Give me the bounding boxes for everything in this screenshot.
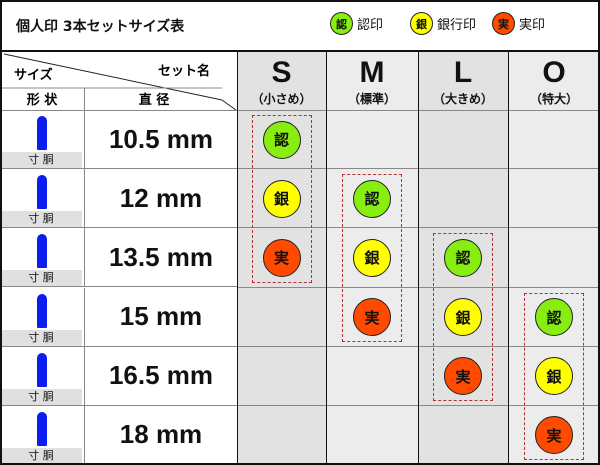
set-group-outline xyxy=(433,233,493,401)
stamp-実-icon: 実 xyxy=(444,357,482,396)
stamp-shape-icon xyxy=(37,175,47,210)
shape-label: 寸 胴 xyxy=(0,448,82,464)
stamp-実-icon: 実 xyxy=(353,298,391,337)
column-divider xyxy=(237,52,238,465)
set-column-bg xyxy=(508,52,600,465)
set-header-L: L （大きめ） xyxy=(418,52,508,110)
set-letter: M xyxy=(359,56,385,89)
legend-stamp-icon: 認 xyxy=(330,12,353,35)
set-group-outline xyxy=(342,174,402,342)
legend-item: 認認印 xyxy=(330,12,383,35)
stamp-shape-icon xyxy=(37,116,47,150)
shape-header: 形 状 xyxy=(26,93,58,108)
size-label: サイズ xyxy=(14,68,53,83)
stamp-実-icon: 実 xyxy=(535,416,573,455)
stamp-shape-icon xyxy=(37,411,47,446)
shape-label: 寸 胴 xyxy=(0,329,82,346)
stamp-認-icon: 認 xyxy=(444,238,482,277)
set-group-outline xyxy=(251,115,312,283)
stamp-認-icon: 認 xyxy=(353,179,391,218)
stamp-銀-icon: 銀 xyxy=(444,298,482,337)
legend-stamp-icon: 実 xyxy=(492,12,515,35)
diameter-cell: 16.5 mm xyxy=(84,346,237,406)
shape-label: 寸 胴 xyxy=(0,152,82,169)
set-header-M: M （標準） xyxy=(326,52,418,110)
legend-stamp-icon: 銀 xyxy=(410,12,433,35)
shape-label: 寸 胴 xyxy=(0,388,82,405)
diameter-cell: 13.5 mm xyxy=(84,228,237,288)
stamp-銀-icon: 銀 xyxy=(535,357,573,396)
shape-cell: 寸 胴 xyxy=(0,288,84,347)
shape-cell: 寸 胴 xyxy=(0,110,84,170)
stamp-実-icon: 実 xyxy=(262,238,301,277)
column-divider xyxy=(418,52,419,465)
stamp-認-icon: 認 xyxy=(262,120,301,159)
legend-item: 実実印 xyxy=(492,12,545,35)
diameter-cell: 15 mm xyxy=(84,287,237,347)
set-subtitle: （特大） xyxy=(529,92,578,106)
set-subtitle: （小さめ） xyxy=(251,92,312,106)
stamp-銀-icon: 銀 xyxy=(262,179,301,218)
set-subtitle: （標準） xyxy=(347,92,396,106)
legend-label: 実印 xyxy=(519,18,546,33)
set-group-outline xyxy=(524,292,584,460)
set-letter: O xyxy=(542,56,566,89)
diameter-header: 直 径 xyxy=(138,93,170,108)
stamp-銀-icon: 銀 xyxy=(353,238,391,277)
legend-item: 銀銀行印 xyxy=(410,12,476,35)
stamp-shape-icon xyxy=(37,293,47,328)
stamp-shape-icon xyxy=(37,234,47,269)
column-divider xyxy=(326,52,327,465)
set-header-O: O （特大） xyxy=(508,52,600,110)
diagonal-line xyxy=(0,53,237,110)
diameter-cell: 10.5 mm xyxy=(84,110,237,170)
divider xyxy=(0,50,600,52)
set-name-label: セット名 xyxy=(158,64,211,79)
set-subtitle: （大きめ） xyxy=(432,92,493,106)
set-letter: L xyxy=(453,56,473,89)
shape-label: 寸 胴 xyxy=(0,270,82,287)
diameter-cell: 12 mm xyxy=(84,169,237,229)
legend-label: 銀行印 xyxy=(437,18,477,33)
legend-label: 認印 xyxy=(357,18,384,33)
stamp-shape-icon xyxy=(37,352,47,387)
shape-cell: 寸 胴 xyxy=(0,228,84,288)
shape-label: 寸 胴 xyxy=(0,211,82,228)
stamp-認-icon: 認 xyxy=(535,298,573,337)
page-title: 個人印 3本セットサイズ表 xyxy=(16,19,185,35)
shape-cell: 寸 胴 xyxy=(0,347,84,406)
shape-cell: 寸 胴 xyxy=(0,169,84,229)
set-letter: S xyxy=(271,56,292,89)
column-divider xyxy=(508,52,509,465)
set-header-S: S （小さめ） xyxy=(237,52,326,110)
